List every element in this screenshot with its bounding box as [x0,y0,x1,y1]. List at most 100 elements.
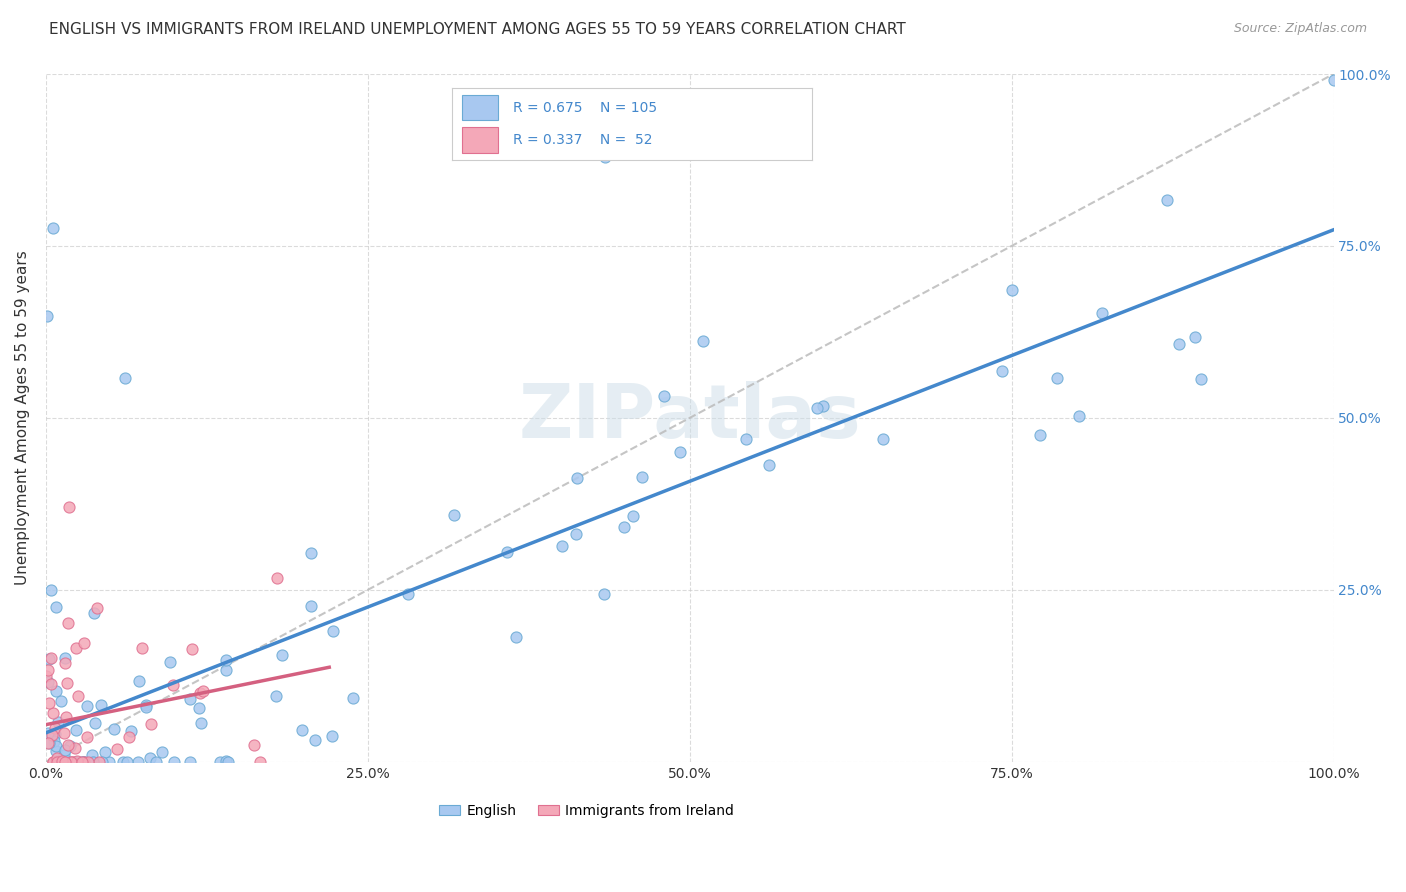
Point [38,736,60,750]
Point [51,754,73,768]
Point [82,755,104,769]
Point [70,755,93,769]
Point [162,755,184,769]
Point [41,677,63,691]
Point [505,631,527,645]
Point [495,545,517,559]
Point [42,734,65,748]
Point [44,755,66,769]
Point [120,723,142,738]
Point [58,500,80,515]
Point [42,755,65,769]
Text: Source: ZipAtlas.com: Source: ZipAtlas.com [1233,22,1367,36]
Point [53,656,76,670]
Point [37,726,59,740]
Point [1189,372,1212,386]
Point [72,755,94,769]
Point [53,651,76,665]
Point [46,751,69,765]
Point [621,508,644,523]
Point [111,755,134,769]
Point [1046,371,1069,385]
Point [90,755,112,769]
Point [630,469,652,483]
Point [150,745,173,759]
Point [51,694,73,708]
Point [613,519,636,533]
Point [56,616,79,631]
Point [37,736,59,750]
Point [249,755,271,769]
Point [813,399,835,413]
Point [135,698,157,713]
Point [1322,72,1344,87]
Point [321,730,343,744]
Point [37,663,59,677]
Point [65,741,87,756]
Point [159,656,181,670]
Point [82,755,104,769]
Point [396,587,419,601]
Point [669,444,692,458]
Point [190,715,212,730]
Point [131,641,153,656]
Point [208,755,231,769]
Point [593,150,616,164]
Point [76,698,98,713]
Point [139,717,162,731]
Point [82,755,104,769]
Point [87,755,110,769]
Point [38,696,60,710]
Point [59,755,82,769]
Point [115,755,138,769]
Point [291,723,314,738]
Point [44,721,66,735]
Point [304,733,326,747]
Point [73,755,96,769]
Point [76,731,98,745]
Point [565,527,588,541]
Point [215,754,238,768]
Point [65,723,87,737]
Point [114,370,136,384]
Point [443,508,465,522]
Point [41,651,63,665]
Point [806,401,828,416]
Point [94,745,117,759]
Text: ZIPatlas: ZIPatlas [519,382,860,454]
Point [193,684,215,698]
Point [39,583,62,598]
Point [56,739,79,753]
Point [70,755,93,769]
Point [98,755,121,769]
Point [45,684,67,698]
Point [41,221,63,235]
Point [41,728,63,742]
Point [179,692,201,706]
Point [48,755,70,769]
Point [59,739,82,754]
Text: ENGLISH VS IMMIGRANTS FROM IRELAND UNEMPLOYMENT AMONG AGES 55 TO 59 YEARS CORREL: ENGLISH VS IMMIGRANTS FROM IRELAND UNEMP… [49,22,905,37]
Point [105,741,128,756]
Point [565,471,588,485]
Point [82,747,104,762]
Point [53,726,76,740]
Point [45,755,67,769]
Point [266,571,288,585]
Point [53,755,76,769]
Point [342,690,364,705]
Point [42,755,65,769]
Point [60,755,83,769]
Point [45,739,67,753]
Point [77,755,100,769]
Point [550,539,572,553]
Point [45,600,67,615]
Point [1168,337,1191,351]
Point [42,706,65,720]
Point [128,673,150,688]
Point [215,663,238,677]
Point [118,731,141,745]
Point [758,458,780,472]
Point [53,755,76,769]
Point [73,755,96,769]
